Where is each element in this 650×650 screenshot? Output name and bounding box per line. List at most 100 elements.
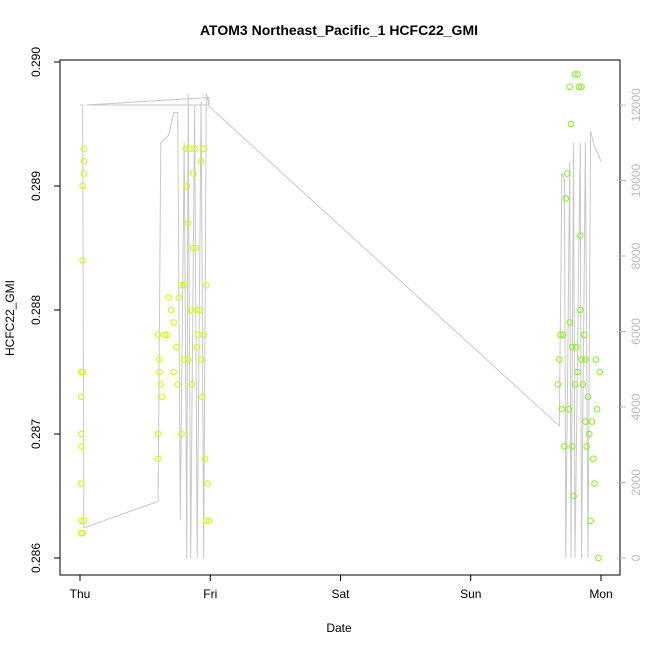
data-point (200, 145, 207, 153)
data-point (573, 343, 580, 351)
data-point (154, 331, 162, 339)
data-point (180, 356, 188, 363)
y2-tick-label: 4000 (629, 393, 643, 420)
y2-tick-label: 10000 (629, 163, 643, 197)
data-point (80, 517, 88, 525)
data-point (557, 331, 564, 339)
chart-title: ATOM3 Northeast_Pacific_1 HCFC22_GMI (200, 22, 478, 38)
data-point (197, 356, 205, 363)
data-point (79, 257, 86, 264)
data-point (593, 405, 601, 413)
data-point (587, 517, 594, 525)
data-point (78, 443, 85, 450)
data-point (157, 381, 165, 388)
data-point (567, 120, 575, 128)
data-point (563, 170, 571, 177)
data-point (156, 368, 163, 376)
data-point (80, 170, 88, 177)
data-point (584, 393, 592, 401)
data-point (574, 368, 581, 376)
data-point (191, 145, 198, 153)
data-point (161, 331, 168, 339)
data-point (175, 294, 183, 301)
data-point (561, 443, 568, 450)
data-point (576, 306, 584, 314)
data-point (582, 356, 589, 363)
data-point (80, 145, 88, 153)
data-point (197, 157, 205, 165)
data-point (566, 319, 574, 326)
data-point (174, 381, 181, 388)
data-point (187, 306, 194, 314)
data-point (574, 71, 581, 78)
data-point (190, 244, 197, 252)
data-point (556, 356, 563, 363)
data-point (580, 331, 588, 339)
data-point (170, 319, 178, 326)
data-point (583, 443, 591, 450)
data-point (199, 393, 206, 401)
y-tick-label: 0.288 (29, 295, 43, 325)
x-tick-label: Thu (70, 587, 91, 601)
y-tick-label: 0.287 (29, 419, 43, 449)
y2-tick-label: 6000 (629, 318, 643, 345)
y2-tick-label: 0 (629, 554, 643, 561)
data-point (193, 306, 201, 314)
data-point (183, 182, 191, 190)
data-point (579, 381, 587, 388)
data-point (203, 517, 210, 525)
data-point (570, 492, 577, 500)
data-point (80, 157, 88, 165)
data-point (190, 170, 197, 177)
data-point (156, 356, 163, 363)
y2-tick-label: 12000 (629, 88, 643, 122)
data-point (167, 306, 175, 314)
data-point (182, 145, 189, 153)
y2-tick-label: 2000 (629, 469, 643, 496)
data-point (582, 418, 589, 425)
data-point (193, 343, 201, 351)
data-point (79, 368, 86, 376)
data-point (154, 455, 162, 463)
data-point (554, 381, 562, 388)
data-point (201, 455, 209, 463)
data-point (78, 393, 85, 401)
data-point (589, 455, 597, 463)
data-point (79, 529, 86, 537)
data-point (571, 381, 579, 388)
data-point (204, 480, 211, 487)
y-axis-label: HCFC22_GMI (3, 280, 17, 356)
data-point (78, 517, 85, 525)
y-tick-label: 0.289 (29, 171, 43, 201)
data-point (569, 443, 576, 450)
data-point (178, 281, 185, 289)
y-tick-label: 0.290 (29, 47, 43, 77)
altitude-line (80, 93, 602, 559)
data-point (575, 83, 583, 91)
data-point (576, 232, 584, 239)
y2-tick-label: 8000 (629, 242, 643, 269)
data-point (79, 182, 86, 190)
data-point (158, 393, 166, 401)
data-point (154, 430, 162, 438)
data-point (203, 281, 210, 289)
data-point (184, 219, 192, 227)
plot-frame (59, 59, 621, 576)
data-point (200, 331, 207, 339)
data-point (578, 356, 585, 363)
data-point (205, 517, 213, 525)
data-point (78, 480, 85, 487)
data-point (180, 281, 188, 289)
data-point (566, 83, 574, 91)
data-point (558, 405, 566, 413)
data-point (588, 418, 596, 425)
data-point (571, 71, 579, 78)
y-tick-label: 0.286 (29, 543, 43, 573)
data-point (192, 244, 200, 252)
data-point (164, 331, 171, 339)
data-point (559, 331, 567, 339)
data-point (188, 381, 196, 388)
x-tick-label: Sat (331, 587, 350, 601)
data-point (565, 405, 572, 413)
